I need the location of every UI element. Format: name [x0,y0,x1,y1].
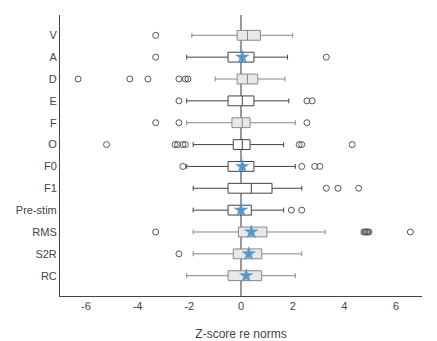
svg-text:-6: -6 [81,300,91,312]
svg-text:F0: F0 [44,160,57,172]
svg-text:2: 2 [290,300,296,312]
svg-text:Z-score re norms: Z-score re norms [195,327,286,341]
svg-text:0: 0 [238,300,244,312]
svg-text:RMS: RMS [32,226,56,238]
svg-text:-4: -4 [133,300,143,312]
svg-text:A: A [49,51,57,63]
svg-text:RC: RC [41,270,57,282]
svg-text:F1: F1 [44,182,57,194]
svg-text:S2R: S2R [35,248,56,260]
svg-text:-2: -2 [184,300,194,312]
svg-text:4: 4 [341,300,347,312]
svg-text:6: 6 [393,300,399,312]
svg-text:V: V [49,29,57,41]
svg-text:E: E [49,95,56,107]
svg-text:D: D [49,73,57,85]
svg-text:Pre-stim: Pre-stim [16,204,57,216]
svg-text:O: O [48,138,57,150]
svg-text:F: F [50,117,57,129]
